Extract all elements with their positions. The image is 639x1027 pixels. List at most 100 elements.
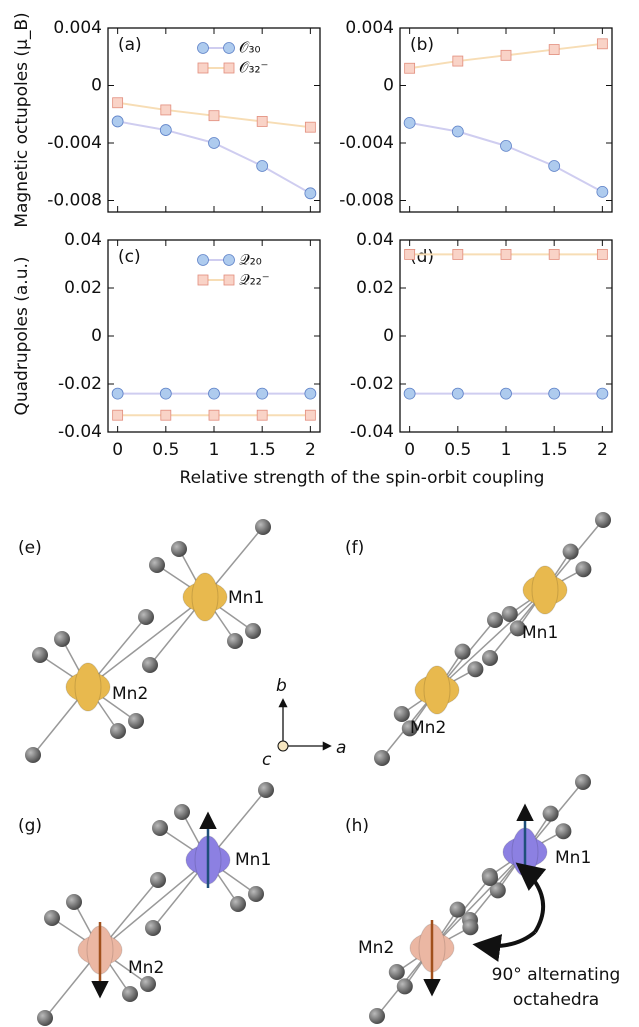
- ligand: [25, 747, 41, 763]
- point: [159, 124, 172, 136]
- point: [404, 62, 416, 74]
- axis-label: c: [262, 750, 272, 770]
- legend-marker: [197, 254, 209, 266]
- ligand: [467, 661, 484, 678]
- atom-label: Mn2: [358, 938, 394, 958]
- ligand: [393, 706, 410, 722]
- point: [159, 387, 172, 400]
- y-tick-label: 0.02: [64, 278, 102, 298]
- point: [208, 387, 220, 400]
- axis-label: a: [336, 738, 346, 758]
- ligand: [255, 519, 271, 535]
- ligand: [66, 894, 82, 910]
- ligand: [388, 964, 405, 980]
- bond: [436, 589, 546, 691]
- plot-frame: [399, 239, 613, 433]
- x-tick-label: 0: [404, 440, 415, 460]
- ligand: [595, 512, 611, 528]
- ligand: [138, 609, 154, 625]
- legend-marker: [223, 274, 235, 286]
- orbital: [531, 565, 559, 615]
- point: [208, 409, 220, 421]
- point: [548, 387, 561, 400]
- point: [304, 409, 316, 421]
- orbital: [423, 665, 451, 715]
- point: [500, 139, 512, 152]
- y-label: Quadrupoles (a.u.): [12, 256, 32, 415]
- y-tick-label: 0: [383, 326, 394, 346]
- legend-marker: [223, 62, 235, 74]
- point: [452, 55, 464, 67]
- orbital: [74, 662, 102, 712]
- point: [596, 185, 609, 198]
- ligand: [245, 623, 261, 639]
- ligand: [374, 750, 390, 766]
- bond: [87, 596, 206, 688]
- ligand: [149, 557, 165, 573]
- point: [596, 38, 608, 50]
- ligand: [142, 657, 158, 673]
- ligand: [248, 886, 264, 902]
- point: [256, 387, 269, 400]
- y-tick-label: 0.04: [64, 230, 102, 250]
- x-tick-label: 1.5: [249, 440, 276, 460]
- x-tick-label: 2: [305, 440, 316, 460]
- y-tick-label: 0.02: [356, 278, 394, 298]
- atom-label: Mn1: [235, 850, 271, 870]
- ligand: [152, 820, 168, 836]
- ligand: [145, 920, 161, 936]
- point: [304, 121, 316, 133]
- ligand: [501, 606, 518, 622]
- point: [548, 44, 560, 55]
- ligand: [44, 910, 60, 926]
- panel-label: (c): [118, 247, 141, 267]
- x-tick-label: 0.5: [444, 440, 471, 460]
- legend-label: 𝒬₂₂⁻: [239, 271, 270, 289]
- legend-label: 𝒪₃₂⁻: [239, 59, 268, 77]
- legend-marker: [223, 254, 235, 266]
- ligand: [562, 543, 579, 560]
- ligand: [150, 872, 166, 888]
- atom-label: Mn2: [410, 718, 446, 738]
- y-tick-label: -0.04: [350, 422, 394, 442]
- panel-label: (a): [118, 35, 142, 55]
- ligand: [482, 870, 498, 886]
- panel-label: (f): [345, 538, 364, 558]
- point: [596, 248, 608, 260]
- atom-label: Mn1: [555, 848, 591, 868]
- panel-label: (d): [410, 247, 434, 267]
- point: [160, 104, 172, 116]
- point: [500, 387, 512, 400]
- series-line: [409, 121, 603, 193]
- point: [404, 248, 416, 260]
- ligand: [509, 620, 526, 637]
- bond: [99, 859, 209, 951]
- ligand: [369, 1008, 385, 1024]
- point: [208, 110, 220, 122]
- point: [112, 409, 124, 421]
- x-tick-label: 2: [597, 440, 608, 460]
- x-tick-label: 1: [501, 440, 512, 460]
- point: [452, 248, 464, 260]
- bond: [431, 851, 526, 949]
- series-line: [117, 120, 311, 195]
- point: [403, 387, 416, 400]
- panel-label: (g): [18, 816, 42, 836]
- point: [111, 115, 124, 128]
- y-tick-label: 0: [91, 76, 102, 96]
- ligand: [487, 612, 503, 628]
- ligand: [171, 541, 187, 557]
- point: [256, 409, 268, 421]
- legend-label: 𝒬₂₀: [239, 251, 262, 269]
- point: [208, 137, 220, 149]
- annotation: octahedra: [513, 990, 599, 1010]
- rotation-arrow: [515, 862, 547, 934]
- legend-label: 𝒪₃₀: [239, 39, 260, 57]
- atom-label: Mn1: [228, 588, 264, 608]
- panel-label: (e): [18, 538, 42, 558]
- y-tick-label: -0.008: [47, 191, 102, 211]
- point: [548, 248, 560, 260]
- y-tick-label: -0.02: [350, 374, 394, 394]
- x-tick-label: 0: [112, 440, 123, 460]
- legend-marker: [197, 62, 209, 74]
